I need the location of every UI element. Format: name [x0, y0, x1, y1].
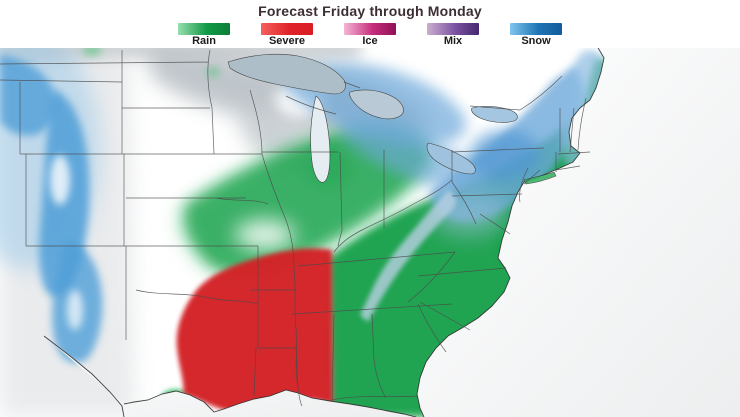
- legend-item-rain: Rain: [178, 23, 230, 47]
- legend-item-mix: Mix: [427, 23, 479, 47]
- snow-swatch: [510, 23, 562, 35]
- great-lakes: [227, 53, 518, 183]
- lake-erie: [426, 142, 476, 175]
- mix-swatch: [427, 23, 479, 35]
- severe-swatch: [261, 23, 313, 35]
- lake-ontario: [471, 105, 518, 123]
- lake-superior: [227, 53, 346, 95]
- legend-item-severe: Severe: [261, 23, 313, 47]
- legend: Rain Severe Ice Mix Snow: [0, 23, 740, 47]
- map-title: Forecast Friday through Monday: [258, 3, 482, 19]
- header: Forecast Friday through Monday Rain Seve…: [0, 0, 740, 48]
- legend-item-snow: Snow: [510, 23, 562, 47]
- legend-label-snow: Snow: [521, 35, 551, 47]
- rain-swatch: [178, 23, 230, 35]
- legend-label-ice: Ice: [362, 35, 378, 47]
- ice-swatch: [344, 23, 396, 35]
- legend-label-mix: Mix: [443, 35, 463, 47]
- snow-region-rockies: [0, 30, 135, 417]
- lake-huron: [349, 89, 404, 120]
- legend-item-ice: Ice: [344, 23, 396, 47]
- state-borders: [0, 49, 591, 407]
- lake-michigan: [310, 95, 331, 183]
- severe-region-gulf-south: [176, 248, 333, 413]
- coastline: [43, 45, 605, 417]
- atlantic-ocean: [417, 46, 740, 417]
- legend-label-severe: Severe: [268, 35, 306, 47]
- legend-label-rain: Rain: [192, 35, 216, 47]
- rain-band-midwest: [178, 124, 436, 279]
- long-island: [523, 171, 557, 185]
